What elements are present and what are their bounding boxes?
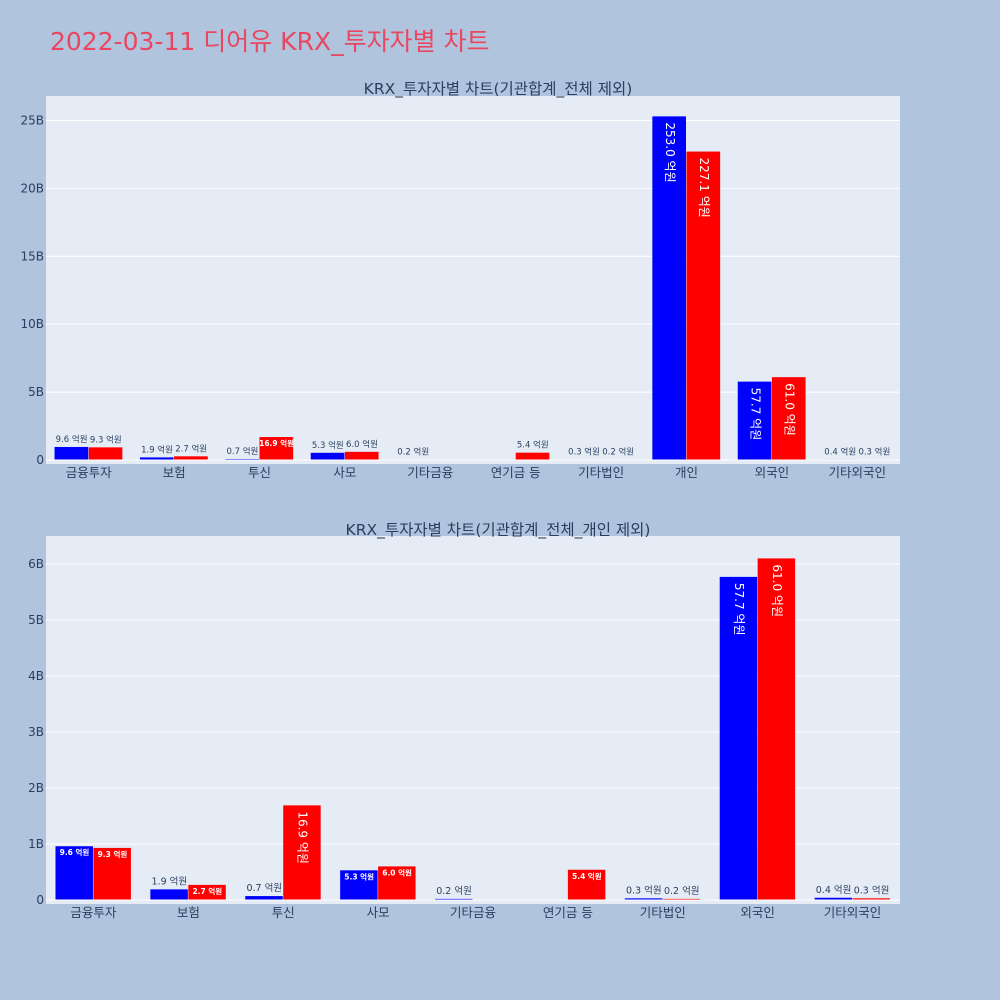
chart1-ytick-label: 0: [36, 453, 44, 467]
chart2-data-label: 9.6 억원: [60, 847, 90, 857]
chart1-ytick-label: 25B: [20, 113, 44, 127]
chart1-bar: [54, 446, 89, 460]
page-title: 2022-03-11 디어유 KRX_투자자별 차트: [50, 27, 490, 56]
chart1-data-label: 2.7 억원: [175, 443, 207, 454]
chart2-bar: [150, 889, 188, 900]
chart2-category-label: 금융투자: [70, 905, 117, 920]
chart1-ytick-label: 5B: [28, 385, 44, 399]
chart1-bar: [259, 437, 294, 460]
chart2-data-label: 2.7 억원: [192, 886, 222, 896]
chart2-bar: [435, 898, 473, 900]
chart2-category-label: 기타금융: [450, 905, 496, 920]
chart2-category-label: 투신: [272, 905, 295, 920]
chart2-bar: [378, 866, 416, 900]
chart2-bar: [55, 846, 93, 900]
chart2-data-label: 5.3 억원: [344, 871, 374, 881]
chart2-bar: [719, 576, 758, 900]
chart1-data-label: 0.4 억원: [824, 446, 856, 457]
chart1-data-label: 0.2 억원: [602, 447, 634, 458]
chart1-bar: [515, 452, 550, 460]
chart1-data-label: 5.3 억원: [312, 440, 344, 451]
chart1-data-label: 6.0 억원: [346, 439, 378, 450]
chart1-bar: [139, 457, 174, 460]
chart2-ytick-label: 6B: [28, 557, 44, 571]
chart1-data-label: 253.0 억원: [663, 122, 677, 182]
chart2-data-label: 16.9 억원: [296, 811, 310, 864]
chart1-data-label: 57.7 억원: [748, 388, 762, 441]
chart1-bar: [344, 451, 379, 460]
chart2-category-label: 사모: [367, 905, 390, 920]
chart2-data-label: 0.4 억원: [816, 884, 852, 896]
chart1-bar: [737, 381, 772, 460]
chart1-bar: [771, 377, 806, 460]
chart2-data-label: 6.0 억원: [382, 867, 412, 877]
chart1-data-label: 0.3 억원: [568, 447, 600, 458]
chart1-category-label: 금융투자: [66, 465, 113, 480]
chart1-data-label: 1.9 억원: [141, 444, 173, 455]
chart1-category-label: 투신: [248, 465, 271, 480]
chart2-data-label: 5.4 억원: [572, 871, 602, 881]
chart2-ytick-label: 1B: [28, 837, 44, 851]
chart1-bar: [310, 452, 345, 460]
chart2-bar: [624, 898, 663, 900]
chart1-category-label: 보험: [163, 465, 186, 480]
chart2-data-label: 9.3 억원: [98, 849, 128, 859]
chart1-data-label: 0.3 억원: [858, 447, 890, 458]
chart1-category-label: 기타외국인: [829, 465, 887, 480]
chart1-bar: [88, 447, 123, 460]
chart2-bar: [283, 805, 321, 900]
chart2-data-label: 0.3 억원: [854, 884, 890, 896]
chart2-category-label: 기타외국인: [824, 905, 882, 920]
chart2-category-label: 연기금 등: [543, 905, 593, 920]
chart1-ytick-label: 15B: [20, 249, 44, 263]
chart1-data-label: 0.2 억원: [397, 447, 429, 458]
chart2-category-label: 외국인: [740, 905, 775, 920]
chart1-bar: [174, 456, 208, 460]
chart1-data-label: 0.7 억원: [226, 446, 258, 457]
chart2-bar: [245, 896, 283, 900]
chart1-data-label: 16.9 억원: [259, 438, 294, 448]
chart1-data-label: 9.3 억원: [90, 434, 122, 445]
chart1-category-label: 사모: [333, 465, 356, 480]
chart2-data-label: 0.2 억원: [436, 885, 472, 897]
chart1-title: KRX_투자자별 차트(기관합계_전체 제외): [364, 80, 633, 99]
chart2-data-label: 57.7 억원: [732, 583, 746, 636]
chart2-bar: [340, 870, 378, 900]
chart2-bar: [662, 898, 701, 900]
chart1-ytick-label: 10B: [20, 317, 44, 331]
chart2-data-label: 1.9 억원: [152, 875, 188, 887]
chart1-bar: [652, 116, 686, 460]
chart2-ytick-label: 3B: [28, 725, 44, 739]
chart2-data-label: 0.3 억원: [626, 884, 662, 896]
chart1-data-label: 5.4 억원: [517, 440, 549, 451]
chart1-category-label: 외국인: [755, 465, 790, 480]
chart2-ytick-label: 4B: [28, 669, 44, 683]
chart2-bar: [852, 898, 891, 900]
chart1-ytick-label: 20B: [20, 181, 44, 195]
chart2-data-label: 0.7 억원: [246, 882, 282, 894]
chart2-ytick-label: 5B: [28, 613, 44, 627]
chart1-data-label: 61.0 억원: [782, 383, 796, 436]
chart2-bar: [757, 558, 796, 900]
chart2-data-label: 0.2 억원: [664, 885, 700, 897]
chart2-category-label: 보험: [177, 905, 200, 920]
chart2-ytick-label: 0: [36, 893, 44, 907]
chart1-data-label: 9.6 억원: [56, 434, 88, 445]
chart2-bar: [188, 884, 226, 900]
chart2-bar: [814, 897, 853, 900]
chart1-category-label: 기타법인: [578, 465, 624, 480]
chart1-category-label: 연기금 등: [491, 465, 541, 480]
chart2-category-label: 기타법인: [640, 905, 686, 920]
chart1-data-label: 227.1 억원: [697, 158, 711, 218]
chart1-bar: [686, 151, 721, 460]
chart2-data-label: 61.0 억원: [770, 564, 784, 617]
chart2-bar: [93, 847, 131, 900]
chart1-category-label: 기타금융: [407, 465, 453, 480]
chart1-category-label: 개인: [675, 465, 698, 480]
chart2-title: KRX_투자자별 차트(기관합계_전체_개인 제외): [346, 521, 651, 540]
chart2-bar: [567, 869, 606, 900]
chart2-ytick-label: 2B: [28, 781, 44, 795]
